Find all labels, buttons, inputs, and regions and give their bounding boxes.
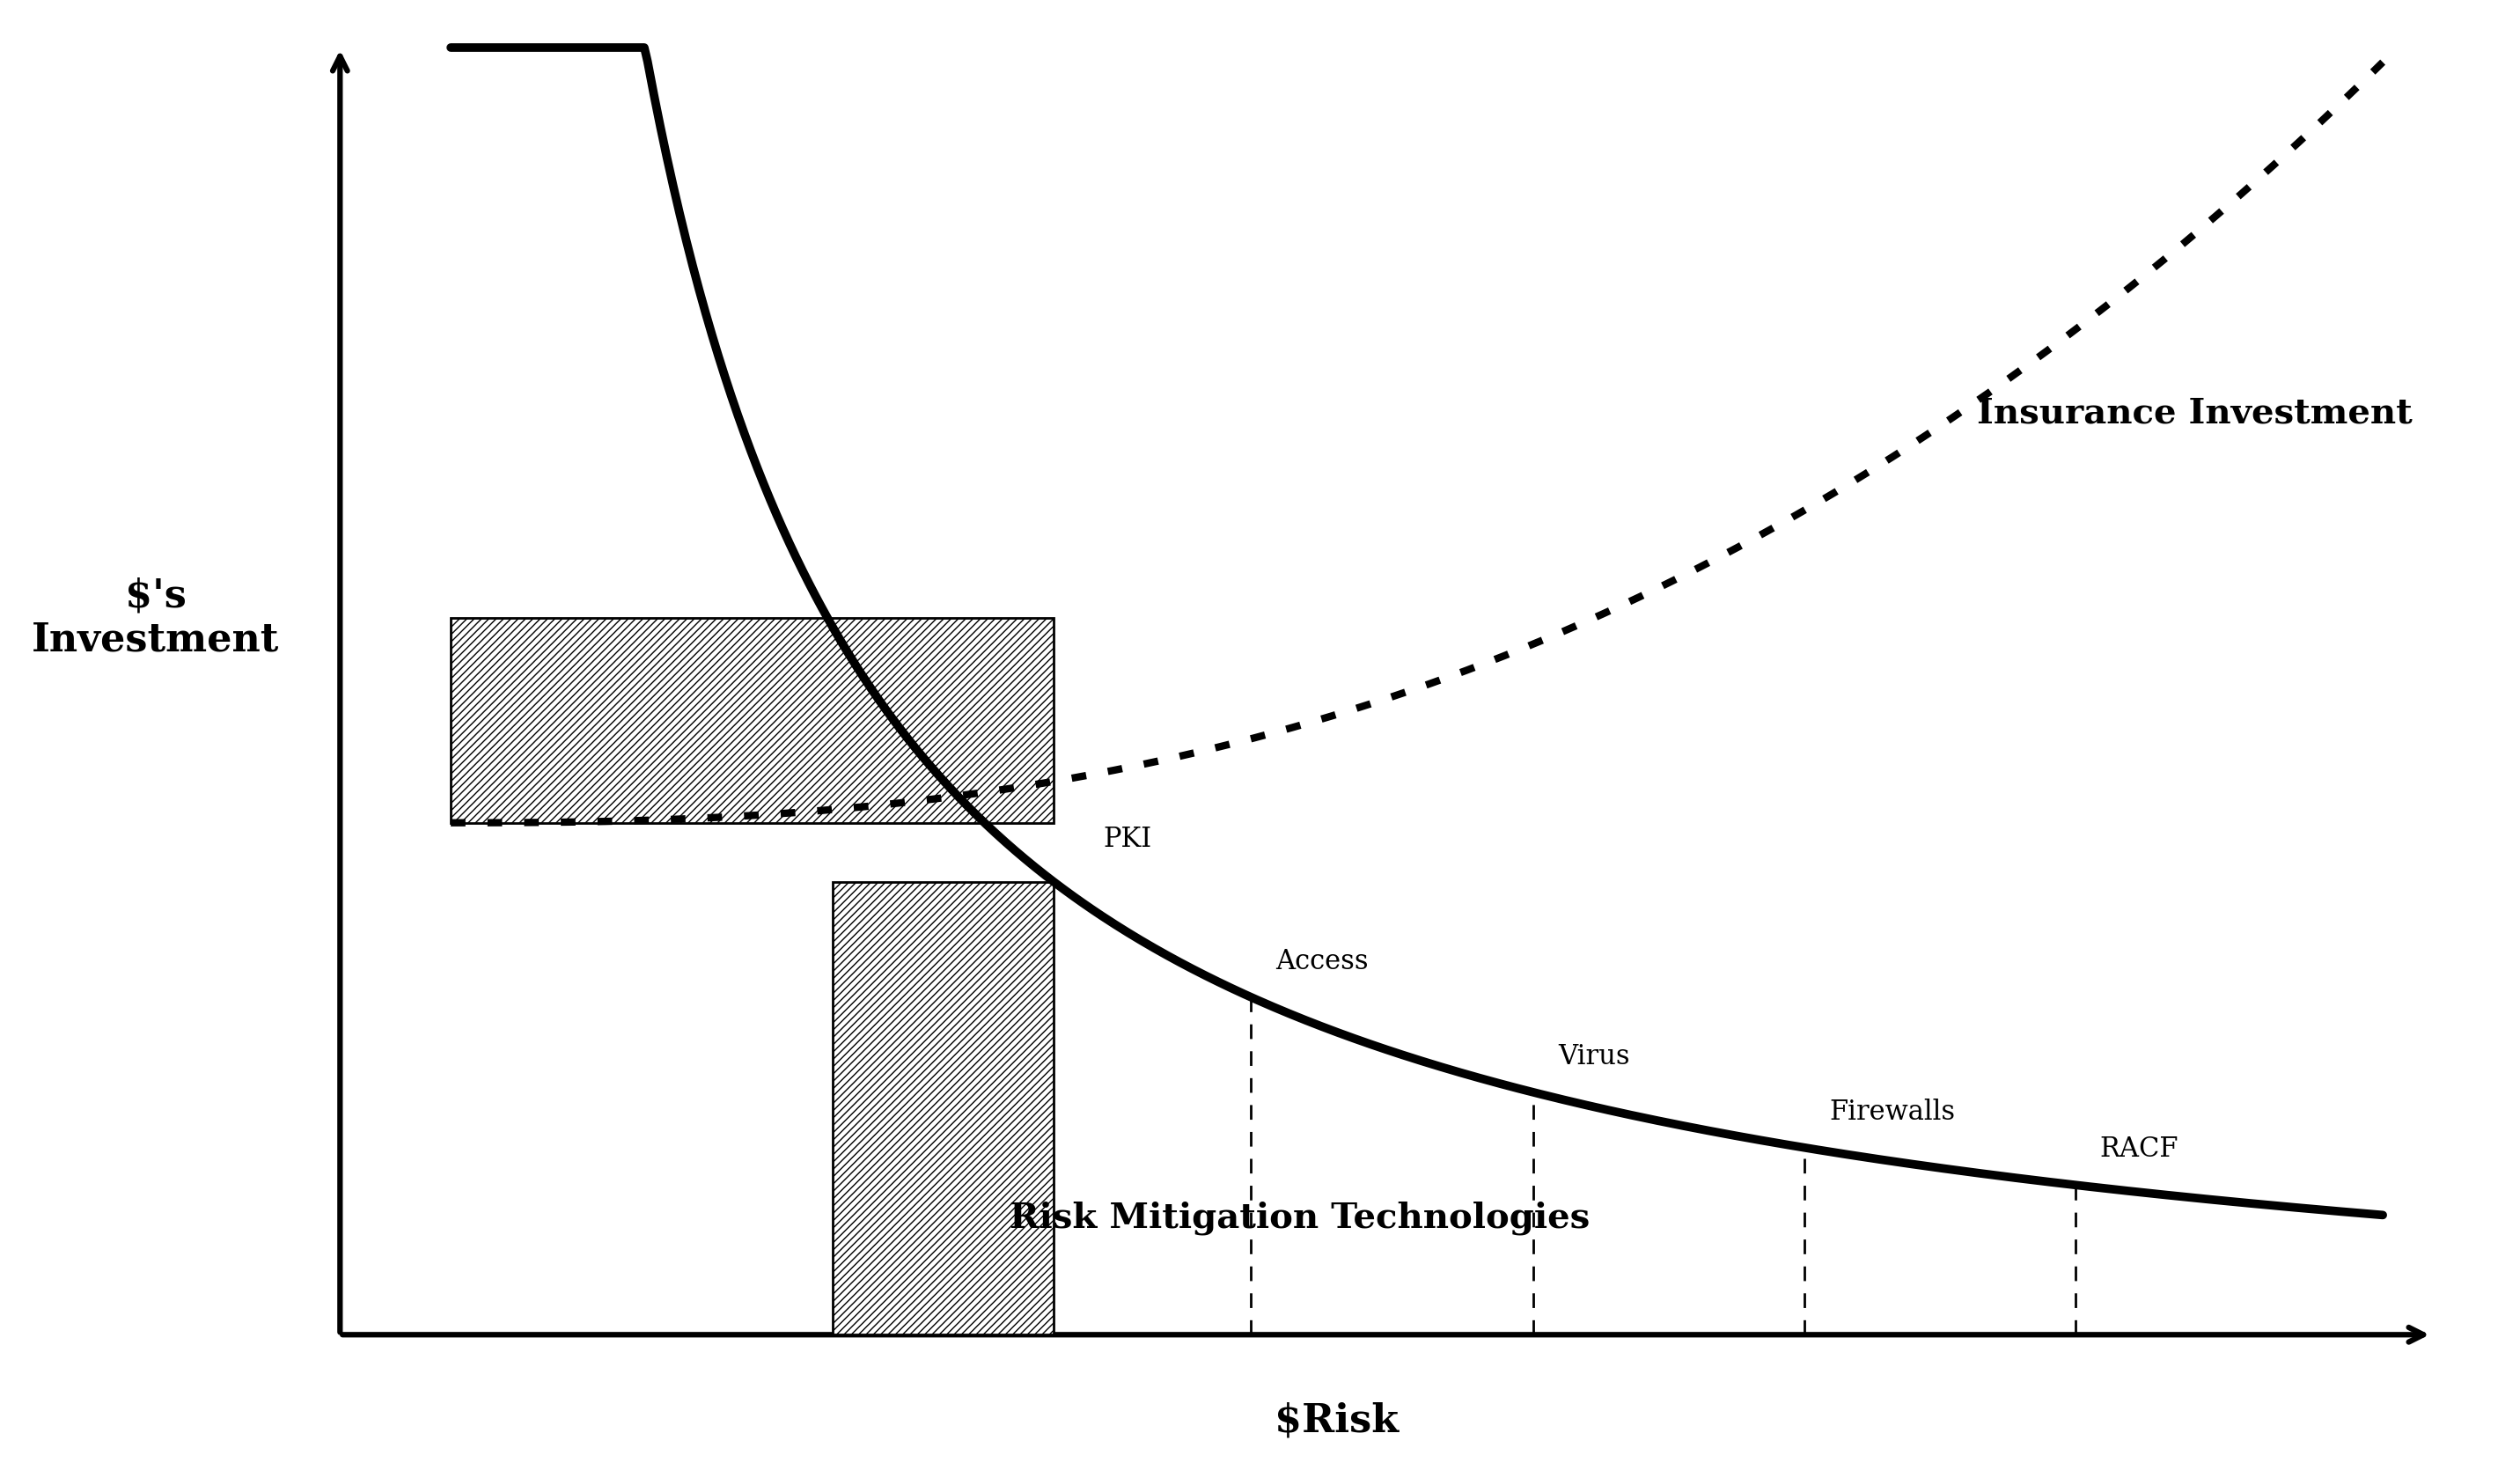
Text: $'s
Investment: $'s Investment xyxy=(33,578,280,659)
Text: RACF: RACF xyxy=(2099,1136,2177,1163)
Text: PKI: PKI xyxy=(1104,825,1152,853)
Text: Firewalls: Firewalls xyxy=(1830,1098,1956,1126)
Bar xyxy=(451,617,1053,823)
Text: $Risk: $Risk xyxy=(1275,1402,1399,1441)
Text: Risk Mitigation Technologies: Risk Mitigation Technologies xyxy=(1011,1201,1590,1235)
Text: Insurance Investment: Insurance Investment xyxy=(1976,397,2412,429)
Text: Virus: Virus xyxy=(1557,1044,1630,1070)
Text: Access: Access xyxy=(1275,948,1368,975)
Bar xyxy=(832,882,1053,1335)
